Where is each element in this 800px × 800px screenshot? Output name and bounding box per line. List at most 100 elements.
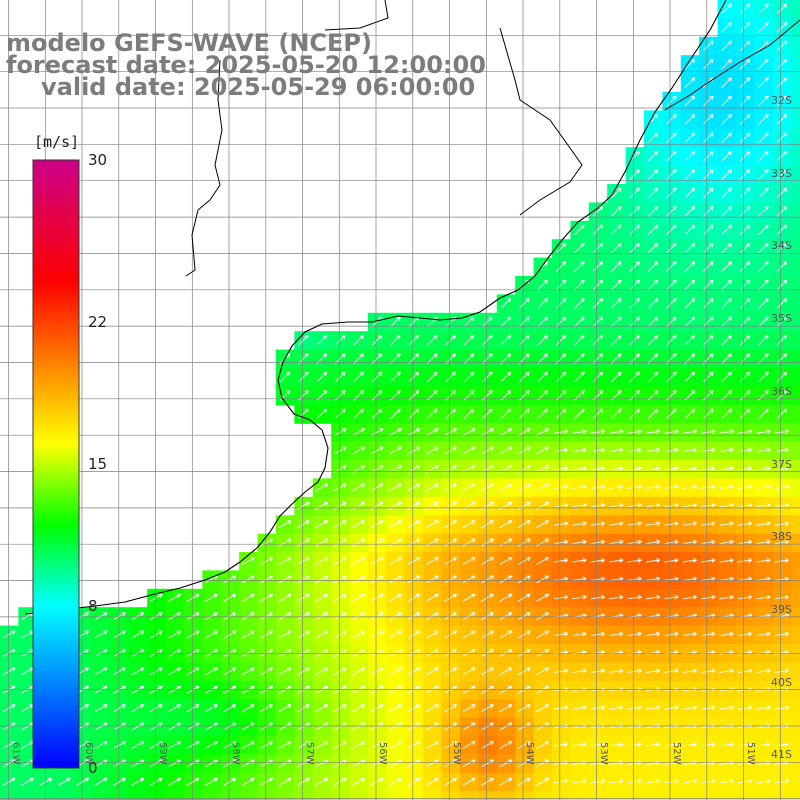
field-cell [368, 717, 387, 737]
field-cell [386, 625, 406, 645]
field-cell [791, 386, 800, 406]
field-cell [349, 515, 369, 535]
field-cell [754, 717, 774, 737]
field-cell [588, 386, 608, 406]
field-cell [386, 552, 406, 571]
field-cell [533, 754, 553, 774]
field-cell [368, 680, 387, 700]
wind-arrow [390, 334, 401, 346]
field-cell [441, 331, 461, 351]
field-cell [533, 791, 553, 800]
field-cell [699, 128, 719, 148]
wind-arrow [684, 298, 696, 309]
field-cell [662, 441, 682, 461]
field-cell [736, 73, 755, 93]
wind-arrow [298, 353, 309, 364]
field-cell [607, 239, 627, 259]
field-cell [772, 736, 792, 755]
wind-arrow [682, 778, 697, 784]
field-cell [588, 662, 608, 682]
wind-arrow [758, 353, 769, 364]
wind-arrow [555, 279, 567, 291]
field-cell [680, 220, 700, 240]
field-cell [625, 441, 645, 461]
field-cell [772, 717, 792, 737]
wind-arrow [590, 742, 605, 747]
field-cell [772, 368, 792, 387]
wind-arrow [629, 298, 640, 309]
field-cell [552, 404, 571, 424]
field-cell [404, 717, 424, 737]
field-cell [754, 349, 774, 369]
wind-arrow [574, 353, 585, 364]
field-cell [736, 496, 755, 516]
wind-arrow [445, 353, 456, 364]
field-cell [92, 717, 111, 737]
field-cell [791, 92, 800, 111]
field-cell [588, 478, 608, 498]
wind-arrow [205, 741, 218, 749]
field-cell [588, 754, 608, 774]
field-cell [791, 699, 800, 719]
field-cell [294, 515, 314, 535]
field-cell [552, 294, 571, 314]
wind-arrow [739, 206, 751, 217]
field-cell [276, 349, 295, 369]
field-cell [368, 478, 387, 498]
wind-arrow [241, 593, 255, 602]
wind-arrow [554, 429, 569, 434]
wind-arrow [721, 77, 732, 88]
field-cell [736, 533, 755, 553]
wind-arrow [758, 242, 769, 254]
field-cell [147, 662, 167, 682]
field-cell [368, 588, 387, 608]
field-cell [772, 588, 792, 608]
wind-arrow [666, 371, 677, 383]
colorbar-tick-label: 22 [88, 313, 108, 332]
field-cell [680, 294, 700, 314]
field-cell [699, 92, 719, 111]
wind-arrow [94, 667, 108, 676]
field-cell [607, 699, 627, 719]
wind-arrow [646, 484, 661, 490]
field-cell [736, 184, 755, 203]
wind-arrow [390, 371, 401, 383]
wind-arrow [260, 612, 274, 621]
wind-arrow [739, 408, 751, 420]
wind-arrow [518, 408, 530, 420]
field-cell [662, 294, 682, 314]
wind-arrow [518, 316, 530, 328]
lon-label: 51W [744, 742, 756, 765]
wind-arrow [370, 538, 384, 547]
wind-arrow [499, 428, 513, 437]
field-cell [460, 478, 479, 498]
field-cell [625, 276, 645, 295]
wind-arrow [407, 557, 421, 565]
wind-arrow [390, 353, 401, 364]
field-cell [754, 515, 774, 535]
field-cell [165, 791, 185, 800]
wind-arrow [664, 484, 679, 490]
field-cell [386, 772, 406, 792]
field-cell [754, 699, 774, 719]
field-cell [423, 312, 443, 332]
field-cell [680, 110, 700, 130]
wind-arrow [298, 408, 309, 420]
field-cell [662, 128, 682, 148]
wind-arrow [629, 169, 640, 180]
field-cell [460, 349, 479, 369]
field-cell [552, 680, 571, 700]
wind-arrow [554, 521, 569, 526]
wind-arrow [241, 630, 255, 639]
field-cell [717, 625, 737, 645]
wind-arrow [297, 538, 310, 547]
field-cell [423, 423, 443, 443]
wind-arrow [592, 353, 604, 364]
field-cell [625, 791, 645, 800]
wind-arrow [223, 777, 237, 786]
wind-arrow [609, 502, 624, 508]
wind-arrow [223, 741, 237, 749]
wind-arrow [481, 428, 494, 437]
field-cell [717, 92, 737, 111]
wind-arrow [481, 575, 494, 584]
